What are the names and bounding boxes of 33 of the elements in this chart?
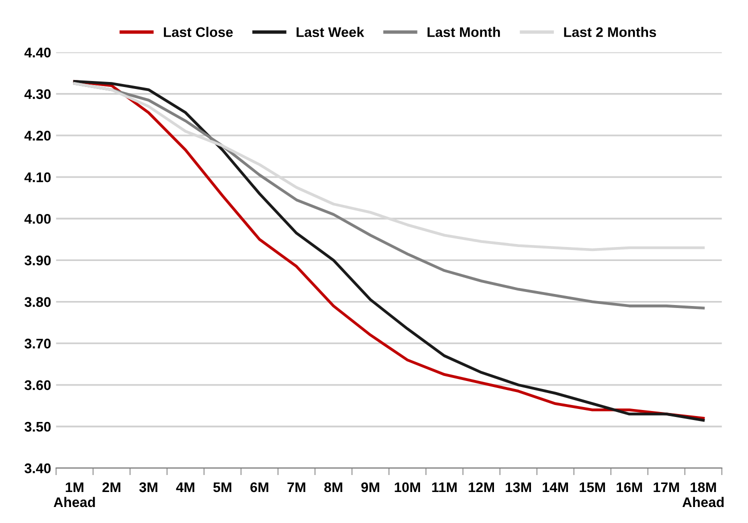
x-tick-label: 3M: [139, 482, 158, 492]
x-tick-label: 6M: [250, 482, 268, 492]
x-tick-label: 17M: [654, 482, 679, 492]
x-tick-label: 4M: [176, 482, 194, 492]
x-tick-label: 15M: [580, 482, 605, 492]
x-tick-label: 13M: [506, 482, 531, 492]
y-tick-label: 3.90: [24, 256, 51, 266]
x-tick-label: 14M: [542, 482, 568, 492]
x-tick-label: 5M: [213, 482, 232, 492]
legend-label: Last Close: [164, 26, 233, 38]
y-tick-label: 4.10: [24, 172, 51, 182]
legend-label: Last Month: [428, 26, 500, 38]
y-tick-label: 4.20: [24, 130, 51, 141]
y-tick-label: 3.70: [24, 338, 51, 349]
x-tick-label: 1M Ahead: [54, 482, 95, 508]
y-tick-label: 3.60: [24, 380, 51, 390]
y-tick-label: 3.50: [24, 422, 51, 432]
y-tick-label: 3.40: [24, 463, 51, 474]
y-tick-label: 3.80: [24, 297, 51, 307]
x-tick-label: 2M: [102, 482, 120, 492]
x-tick-label: 8M: [324, 482, 342, 492]
y-tick-label: 4.30: [24, 89, 51, 100]
legend-label: Last 2 Months: [564, 26, 656, 38]
x-tick-label: 12M: [468, 482, 494, 492]
x-tick-label: 9M: [361, 482, 380, 492]
x-tick-label: 16M: [616, 482, 642, 492]
x-tick-label: 18M Ahead: [682, 482, 724, 508]
y-tick-label: 4.40: [24, 48, 51, 58]
legend-label: Last Week: [296, 26, 364, 38]
x-tick-label: 11M: [432, 482, 457, 492]
y-tick-label: 4.00: [24, 214, 51, 224]
x-tick-label: 10M: [394, 482, 420, 492]
x-tick-label: 7M: [287, 482, 306, 492]
